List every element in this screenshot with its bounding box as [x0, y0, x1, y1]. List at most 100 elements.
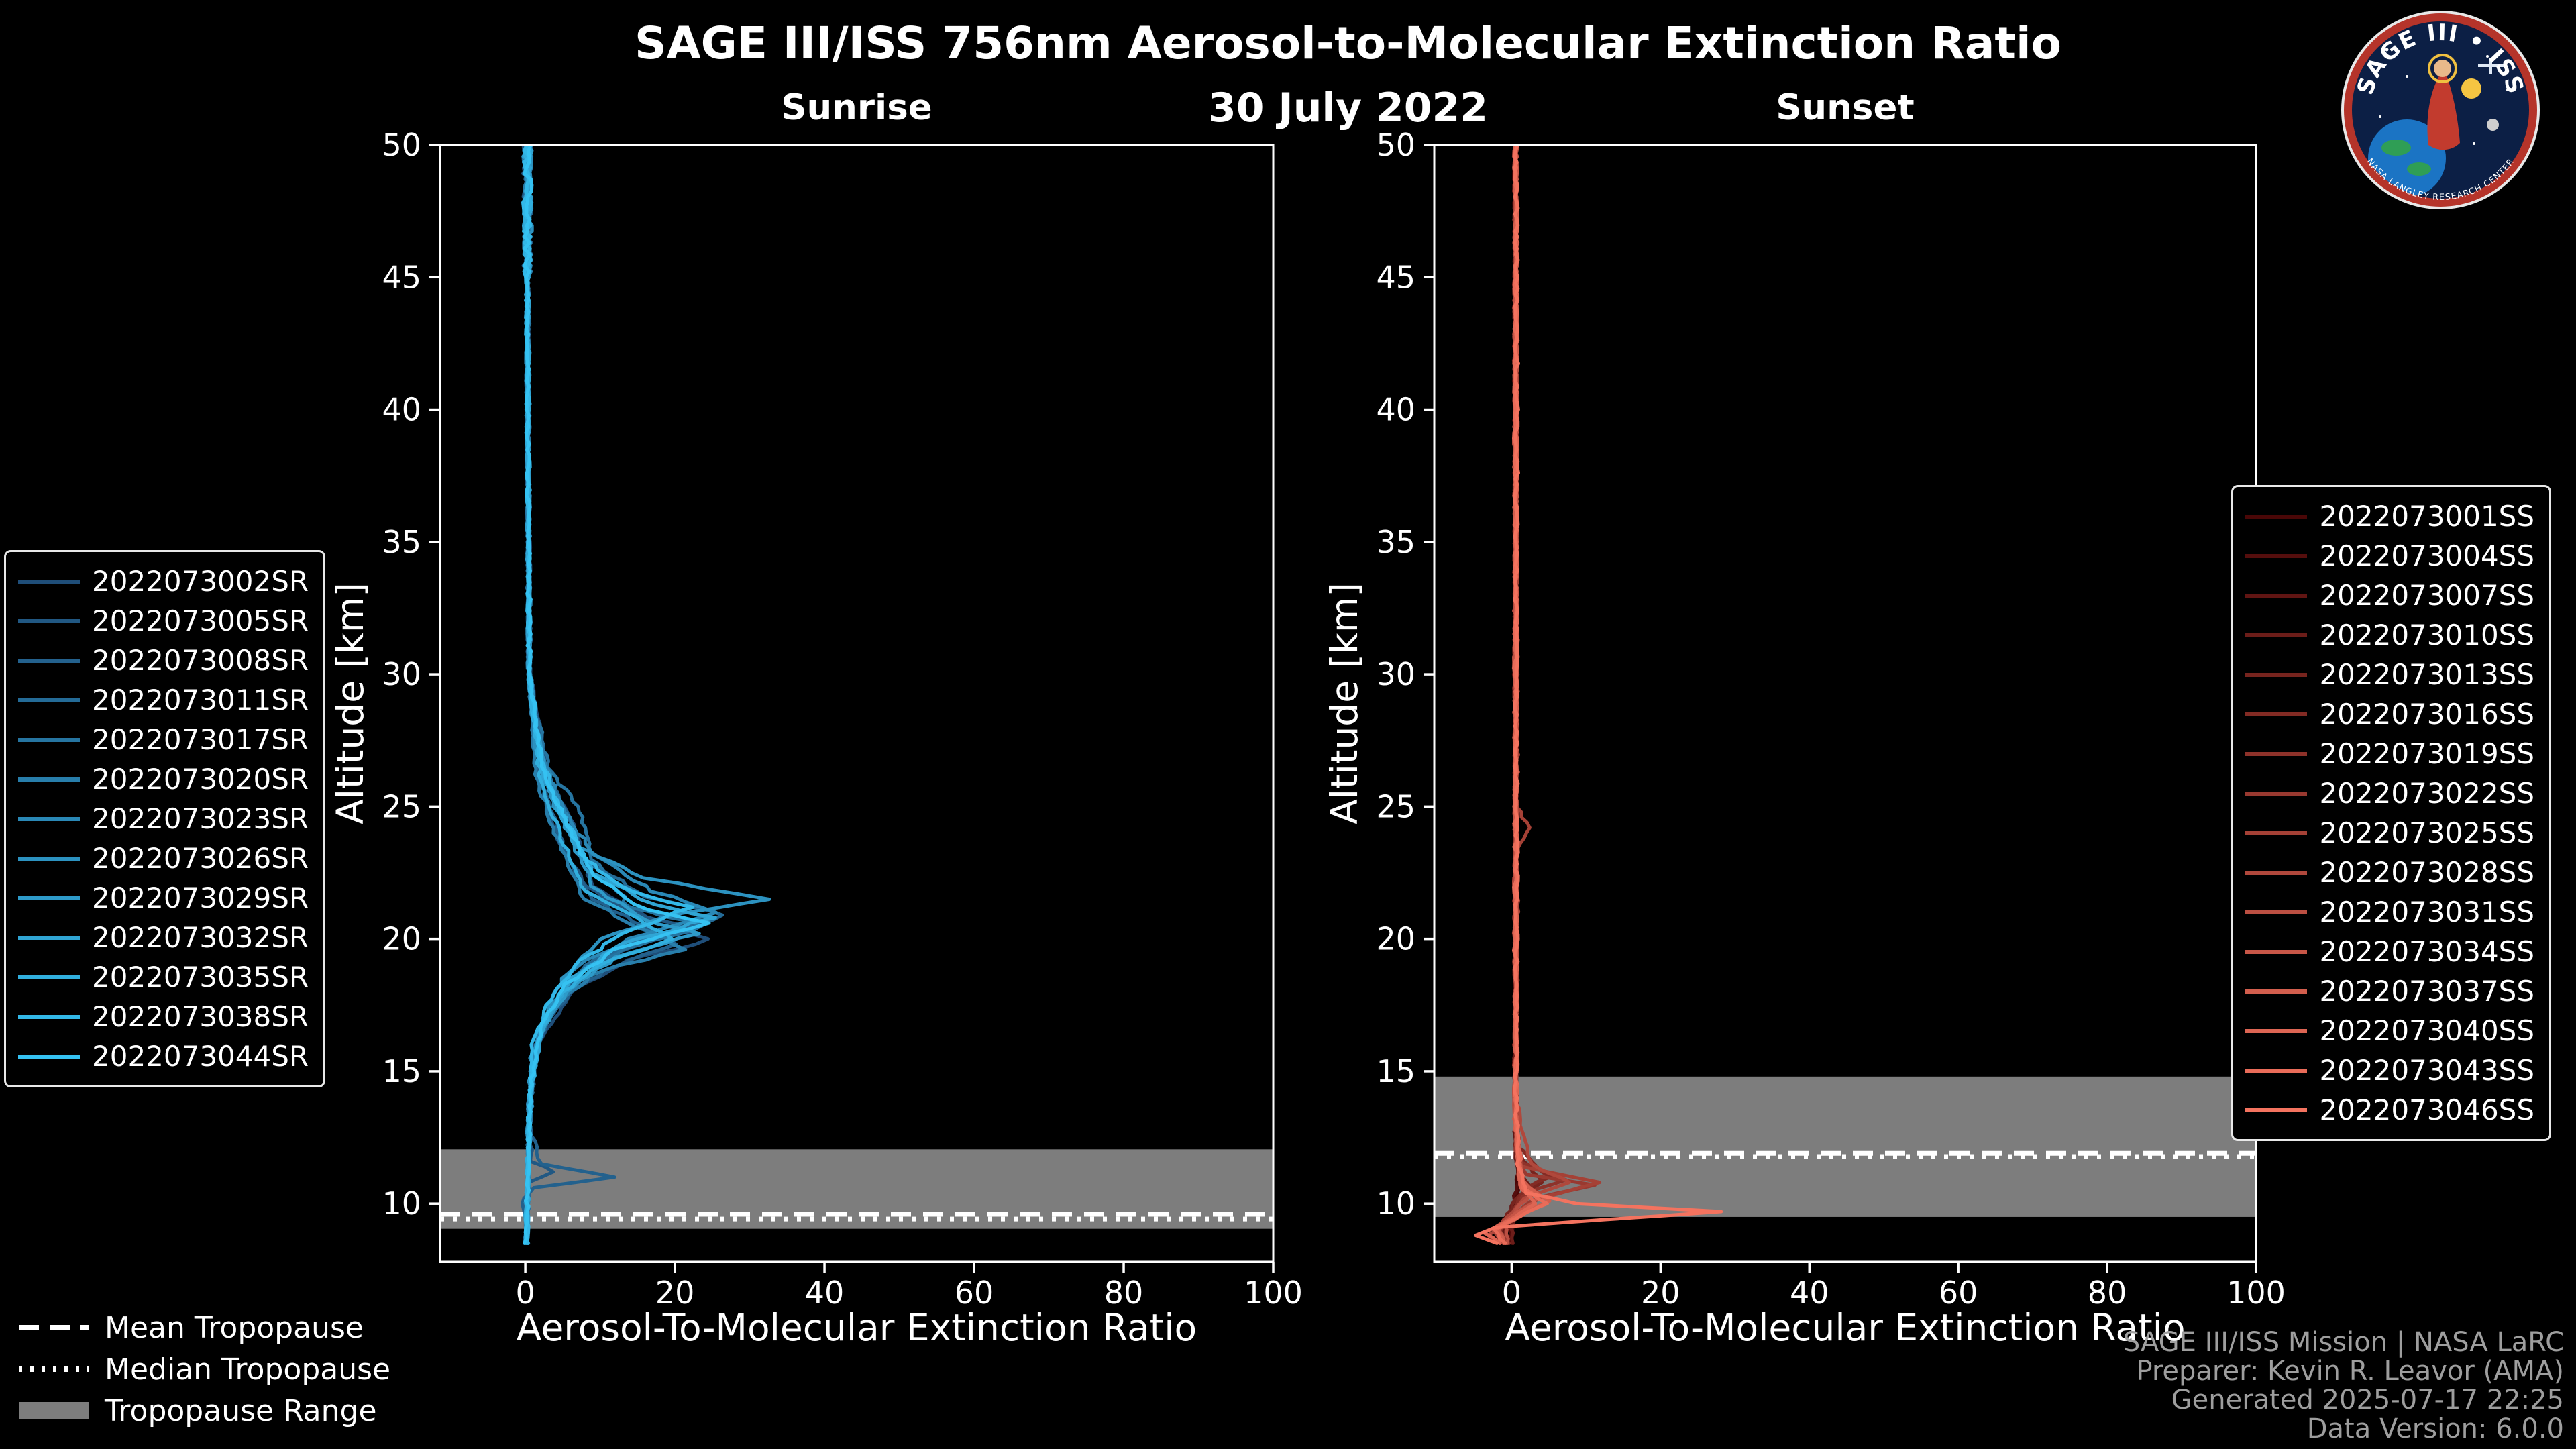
- series-color-swatch: [18, 658, 80, 663]
- legend-item: 2022073046SS: [2245, 1090, 2534, 1130]
- legend-item: 2022073029SR: [18, 878, 309, 918]
- mean-tropopause-label: Mean Tropopause: [105, 1310, 364, 1345]
- series-label: 2022073020SR: [92, 763, 309, 796]
- series-color-swatch: [2245, 553, 2308, 558]
- legend-item: 2022073023SR: [18, 799, 309, 839]
- y-tick-label: 35: [382, 524, 421, 560]
- series-label: 2022073043SS: [2319, 1054, 2534, 1087]
- series-label: 2022073010SS: [2319, 619, 2534, 651]
- series-label: 2022073016SS: [2319, 698, 2534, 731]
- y-tick-label: 10: [382, 1185, 421, 1222]
- profile-line-2022073032SR: [522, 145, 717, 1245]
- series-color-swatch: [18, 698, 80, 702]
- tropopause-range-band: [1434, 1076, 2256, 1217]
- series-label: 2022073028SS: [2319, 856, 2534, 889]
- legend-item: 2022073011SR: [18, 680, 309, 720]
- profile-line-2022073002SR: [521, 145, 710, 1245]
- y-tick-label: 25: [1376, 788, 1415, 824]
- legend-sunrise: 2022073002SR 2022073005SR 2022073008SR 2022…: [4, 550, 326, 1087]
- profile-line-2022073029SR: [521, 145, 701, 1245]
- series-label: 2022073022SS: [2319, 777, 2534, 810]
- y-tick-label: 30: [382, 656, 421, 692]
- y-tick-label: 15: [382, 1053, 421, 1089]
- x-tick-label: 40: [1790, 1275, 1829, 1311]
- y-tick-label: 30: [1376, 656, 1415, 692]
- legend-item: 2022073005SR: [18, 601, 309, 641]
- x-tick-label: 80: [1104, 1275, 1144, 1311]
- series-label: 2022073046SS: [2319, 1093, 2534, 1126]
- x-tick-label: 0: [515, 1275, 535, 1311]
- series-color-swatch: [18, 1054, 80, 1059]
- series-color-swatch: [2245, 514, 2308, 519]
- profile-line-2022073026SR: [523, 145, 771, 1245]
- series-color-swatch: [18, 896, 80, 900]
- x-tick-label: 40: [805, 1275, 845, 1311]
- series-label: 2022073035SR: [92, 961, 309, 994]
- series-color-swatch: [2245, 593, 2308, 598]
- logo-sun-icon: [2461, 78, 2481, 99]
- y-tick-label: 35: [1376, 524, 1415, 560]
- profile-line-2022073005SR: [521, 145, 687, 1245]
- y-tick-label: 40: [382, 392, 421, 428]
- legend-item: 2022073022SS: [2245, 773, 2534, 813]
- series-color-swatch: [2245, 751, 2308, 756]
- series-color-swatch: [2245, 830, 2308, 835]
- y-tick-label: 40: [1376, 392, 1415, 428]
- profile-line-2022073038SR: [521, 145, 695, 1245]
- tropopause-legend-median: Median Tropopause: [16, 1348, 390, 1390]
- legend-item: 2022073038SR: [18, 997, 309, 1036]
- tropopause-range-swatch-icon: [19, 1402, 89, 1419]
- legend-item: 2022073002SR: [18, 561, 309, 601]
- y-tick-label: 20: [1376, 921, 1415, 957]
- legend-item: 2022073040SS: [2245, 1011, 2534, 1051]
- series-color-swatch: [18, 1014, 80, 1019]
- y-tick-label: 20: [382, 921, 421, 957]
- y-axis-label: Altitude [km]: [1323, 582, 1366, 824]
- series-label: 2022073011SR: [92, 684, 309, 716]
- logo-iss-icon: [2478, 58, 2504, 74]
- x-tick-label: 60: [1939, 1275, 1978, 1311]
- series-color-swatch: [18, 816, 80, 821]
- legend-item: 2022073001SS: [2245, 496, 2534, 536]
- legend-item: 2022073028SS: [2245, 853, 2534, 892]
- logo-moon-icon: [2487, 119, 2499, 131]
- figure-date: 30 July 2022: [1208, 85, 1488, 131]
- x-tick-label: 80: [2088, 1275, 2127, 1311]
- legend-item: 2022073034SS: [2245, 932, 2534, 971]
- legend-sunset: 2022073001SS 2022073004SS 2022073007SS 2022…: [2231, 485, 2551, 1141]
- figure-title: SAGE III/ISS 756nm Aerosol-to-Molecular …: [635, 17, 2061, 69]
- x-axis-label: Aerosol-To-Molecular Extinction Ratio: [1505, 1306, 2185, 1349]
- series-label: 2022073002SR: [92, 565, 309, 598]
- profile-line-2022073023SR: [522, 145, 718, 1245]
- legend-item: 2022073044SR: [18, 1036, 309, 1076]
- legend-item: 2022073017SR: [18, 720, 309, 759]
- x-axis-label: Aerosol-To-Molecular Extinction Ratio: [517, 1306, 1197, 1349]
- y-tick-label: 45: [382, 259, 421, 295]
- series-color-swatch: [2245, 870, 2308, 875]
- series-label: 2022073008SR: [92, 644, 309, 677]
- series-label: 2022073029SR: [92, 881, 309, 914]
- credit-generated: Generated 2025-07-17 22:25: [2171, 1385, 2564, 1415]
- x-tick-label: 100: [1244, 1275, 1303, 1311]
- series-label: 2022073013SS: [2319, 658, 2534, 691]
- credit-mission: SAGE III/ISS Mission | NASA LaRC: [2123, 1327, 2564, 1358]
- legend-item: 2022073043SS: [2245, 1051, 2534, 1090]
- series-label: 2022073001SS: [2319, 500, 2534, 533]
- logo-figure-icon: [2427, 74, 2460, 150]
- profile-lines: [1474, 145, 1723, 1245]
- panel-title-sunrise: Sunrise: [781, 87, 932, 128]
- legend-item: 2022073031SS: [2245, 892, 2534, 932]
- x-tick-label: 100: [2226, 1275, 2286, 1311]
- legend-item: 2022073016SS: [2245, 694, 2534, 734]
- series-color-swatch: [2245, 1068, 2308, 1073]
- tropopause-range-band: [440, 1149, 1273, 1229]
- series-label: 2022073034SS: [2319, 935, 2534, 968]
- tropopause-legend: Mean Tropopause Median Tropopause Tropop…: [16, 1307, 390, 1432]
- legend-item: 2022073025SS: [2245, 813, 2534, 853]
- series-color-swatch: [2245, 712, 2308, 716]
- x-tick-label: 60: [955, 1275, 994, 1311]
- axes-frame: [439, 144, 1275, 1263]
- series-label: 2022073032SR: [92, 921, 309, 954]
- series-color-swatch: [2245, 989, 2308, 994]
